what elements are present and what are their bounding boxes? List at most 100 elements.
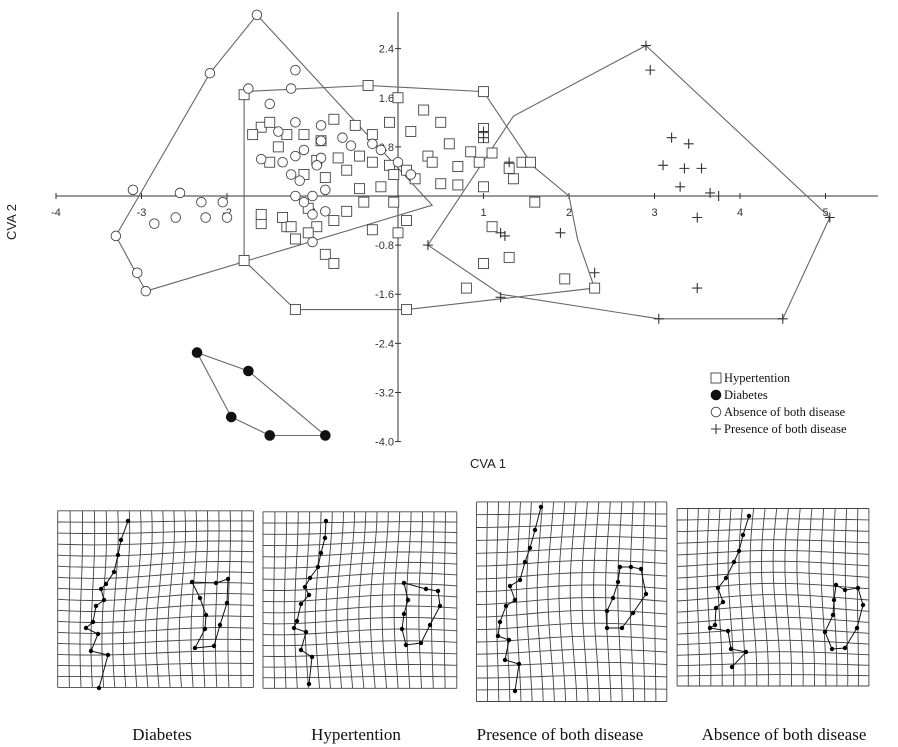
- grid-col-line: [641, 501, 646, 702]
- grid-row-line: [57, 571, 254, 579]
- grid-col-line: [605, 501, 612, 702]
- y-tick-label: 2.4: [379, 44, 394, 56]
- data-point-series-0: [401, 304, 412, 316]
- data-point-series-0: [255, 208, 267, 220]
- grid-row-line: [57, 540, 254, 546]
- grid-row-line: [57, 520, 254, 523]
- data-point-series-3: [824, 212, 835, 223]
- grid-row-line: [262, 675, 457, 679]
- data-point-series-3: [679, 163, 690, 174]
- landmark-point: [307, 575, 313, 581]
- grid-col-line: [796, 508, 804, 687]
- legend: Hypertention Diabetes Absence of both dise…: [710, 371, 847, 436]
- landmark-point: [302, 584, 308, 590]
- legend-marker: [710, 389, 722, 401]
- grid-row-line: [476, 661, 667, 667]
- landmark-point: [512, 688, 518, 694]
- data-point-series-0: [559, 273, 571, 285]
- grid-col-line: [696, 508, 701, 687]
- data-point-series-2: [243, 83, 254, 94]
- landmark-outline-left: [497, 506, 542, 692]
- data-point-series-2: [110, 230, 122, 242]
- data-point-series-1: [243, 365, 254, 377]
- grid-row-line: [476, 536, 667, 541]
- legend-entry: Absence of both disease: [724, 405, 846, 419]
- data-point-series-0: [264, 116, 276, 128]
- landmark-point: [323, 518, 329, 524]
- data-point-series-0: [366, 224, 378, 236]
- data-point-series-0: [328, 215, 340, 227]
- data-point-series-0: [358, 196, 370, 208]
- grid-row-line: [476, 648, 667, 655]
- landmark-point: [707, 625, 713, 631]
- landmark-point: [306, 681, 312, 687]
- deformation-grid-2: [475, 501, 668, 702]
- data-point-series-0: [478, 181, 489, 193]
- landmark-point: [401, 580, 407, 586]
- landmark-point: [93, 603, 99, 609]
- data-point-series-0: [388, 196, 400, 208]
- landmark-point: [619, 625, 625, 631]
- landmark-point: [604, 608, 610, 614]
- data-point-series-0: [298, 129, 310, 141]
- data-point-series-3: [675, 181, 686, 192]
- data-point-series-2: [290, 64, 301, 76]
- data-point-series-0: [452, 179, 464, 191]
- grid-col-line: [167, 510, 175, 688]
- grid-col-line: [90, 510, 96, 688]
- grid-row-line: [677, 651, 869, 656]
- grid-caption: Diabetes: [132, 725, 191, 744]
- data-point-series-2: [217, 196, 228, 208]
- data-point-series-1: [225, 411, 237, 423]
- grid-row-line: [57, 593, 254, 601]
- landmark-point: [628, 564, 634, 570]
- grid-row-line: [677, 628, 869, 635]
- grid-row-line: [262, 652, 457, 657]
- grid-col-line: [526, 501, 533, 702]
- data-point-series-0: [289, 304, 301, 316]
- scatter-plot-area: -4-3-2-1123452.41.60.8-0.8-1.6-2.4-3.2-4…: [4, 9, 878, 471]
- data-point-series-0: [366, 129, 378, 141]
- grid-row-line: [476, 688, 667, 691]
- grid-col-line: [443, 511, 446, 689]
- grid-row-line: [57, 582, 254, 590]
- grid-col-line: [315, 511, 322, 689]
- landmark-point: [720, 599, 726, 605]
- grid-col-line: [686, 508, 689, 686]
- data-point-series-0: [486, 221, 498, 233]
- grid-row-line: [262, 583, 457, 591]
- landmark-point: [610, 595, 616, 601]
- landmark-point: [617, 564, 623, 570]
- data-point-series-0: [465, 146, 477, 158]
- landmark-point: [712, 622, 718, 628]
- convex-hull-1: [195, 351, 327, 437]
- y-tick-label: -1.6: [375, 289, 394, 301]
- landmark-point: [96, 685, 102, 691]
- landmark-outline-right: [191, 578, 229, 649]
- grid-col-line: [784, 508, 793, 687]
- data-point-series-2: [174, 187, 186, 199]
- data-point-series-0: [366, 156, 378, 168]
- data-point-series-2: [405, 169, 417, 180]
- landmark-point: [527, 545, 533, 551]
- data-point-series-2: [255, 153, 267, 165]
- data-point-series-0: [354, 183, 365, 195]
- data-point-series-1: [320, 430, 331, 441]
- data-point-series-0: [392, 92, 404, 104]
- grid-col-line: [654, 501, 657, 702]
- data-point-series-0: [435, 116, 447, 128]
- landmark-point: [822, 629, 828, 635]
- landmark-point: [854, 625, 860, 631]
- grid-row-line: [476, 512, 667, 516]
- grid-col-line: [844, 508, 849, 687]
- grid-row-line: [677, 539, 869, 544]
- data-point-series-0: [328, 258, 340, 269]
- data-point-series-0: [507, 173, 519, 185]
- data-point-series-0: [285, 221, 297, 233]
- landmark-point: [224, 600, 230, 606]
- data-point-series-3: [589, 267, 600, 278]
- grid-col-line: [581, 501, 589, 702]
- grid-row-line: [677, 518, 869, 521]
- landmark-point: [303, 629, 309, 635]
